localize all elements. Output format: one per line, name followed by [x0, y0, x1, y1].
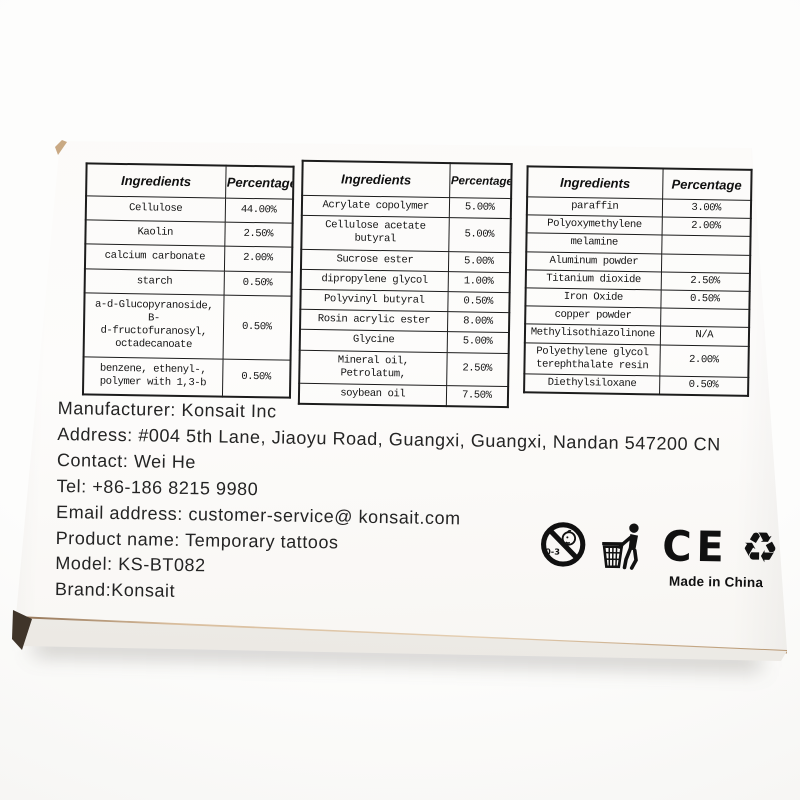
column-header-ingredients: Ingredients [86, 163, 226, 199]
ingredients-table-3: Ingredients Percentage paraffin 3.00% Poly… [523, 165, 753, 398]
ce-mark-icon: CE [662, 521, 729, 572]
percentage-cell: 5.00% [447, 251, 511, 273]
ingredient-cell: Acrylate copolymer [301, 195, 450, 218]
percentage-cell [661, 235, 751, 255]
percentage-cell: 5.00% [448, 217, 511, 253]
percentage-cell: 2.00% [659, 344, 749, 378]
percentage-cell: 2.50% [660, 271, 750, 292]
percentage-cell: 0.50% [221, 358, 291, 398]
recycle-icon: ♻ [740, 522, 780, 572]
table-header-row: Ingredients Percentage [527, 166, 752, 201]
percentage-cell: 0.50% [447, 291, 510, 313]
column-header-percentage: Percentage [449, 163, 512, 199]
age-range-label: 0-3 [545, 546, 560, 556]
age-warning-0-3-icon: 0-3 [541, 522, 586, 567]
ingredients-table-1: Ingredients Percentage Cellulose 44.00% Ka… [81, 162, 295, 399]
ingredient-cell: Mineral oil, Petrolatum, [299, 349, 447, 386]
table-header-row: Ingredients Percentage [86, 163, 294, 200]
ingredient-row: starch 0.50% [84, 268, 292, 296]
ingredient-cell: benzene, ethenyl-, polymer with 1,3-b [82, 356, 223, 397]
percentage-cell: 2.00% [661, 217, 751, 237]
ingredients-table-2: Ingredients Percentage Acrylate copolyme… [297, 159, 513, 409]
percentage-cell: 0.50% [659, 375, 749, 397]
ingredient-cell: Aluminum powder [525, 251, 662, 272]
column-header-percentage: Percentage [225, 165, 294, 200]
ingredient-row: Cellulose 44.00% [85, 195, 294, 224]
ingredient-row: Diethylsiloxane 0.50% [524, 373, 749, 397]
ingredient-cell: Polyoxymethylene [526, 215, 662, 236]
ingredient-cell: Kaolin [85, 220, 225, 247]
percentage-cell [660, 308, 750, 328]
ingredient-cell: melamine [526, 233, 662, 254]
percentage-cell: 0.50% [222, 294, 292, 360]
ingredient-cell: dipropylene glycol [300, 269, 448, 292]
tidy-man-disposal-icon [602, 523, 639, 570]
percentage-cell: 5.00% [448, 197, 512, 219]
ingredient-cell: Iron Oxide [525, 287, 661, 309]
ingredient-cell: Titanium dioxide [525, 269, 661, 290]
compliance-icons-row: 0-3 CE ♻ [539, 520, 779, 573]
ingredient-cell: calcium carbonate [84, 244, 225, 271]
column-header-ingredients: Ingredients [527, 166, 663, 199]
ingredient-cell: Rosin acrylic ester [300, 309, 448, 333]
ingredient-cell: Cellulose [85, 195, 226, 223]
ingredient-row: benzene, ethenyl-, polymer with 1,3-b 0.5… [82, 356, 291, 398]
percentage-cell: 44.00% [224, 198, 294, 224]
percentage-cell: 5.00% [446, 332, 509, 354]
ingredient-cell: Diethylsiloxane [524, 373, 660, 395]
percentage-cell: 8.00% [447, 311, 510, 333]
ingredient-row: Kaolin 2.50% [85, 220, 293, 248]
percentage-cell: 3.00% [661, 198, 752, 219]
ingredient-row: Cellulose acetate butyral 5.00% [301, 215, 511, 253]
ingredient-cell: Polyvinyl butyral [300, 289, 448, 312]
percentage-cell: 2.50% [446, 352, 509, 387]
ingredient-cell: Polyethylene glycol terephthalate resin [524, 342, 660, 376]
ingredient-cell: a-d-Glucopyranoside, B- d-fructofuranosy… [83, 292, 224, 359]
ingredient-cell: Glycine [299, 329, 448, 353]
column-header-percentage: Percentage [662, 168, 752, 201]
ingredient-cell: Cellulose acetate butyral [301, 215, 449, 252]
percentage-cell: 0.50% [223, 270, 292, 296]
made-in-china-label: Made in China [668, 573, 764, 591]
ingredient-row: calcium carbonate 2.00% [84, 244, 293, 272]
percentage-cell: 2.00% [223, 246, 293, 272]
table-header-row: Ingredients Percentage [302, 160, 512, 199]
percentage-cell: 1.00% [447, 271, 510, 293]
percentage-cell: N/A [659, 326, 750, 346]
column-header-ingredients: Ingredients [302, 160, 450, 198]
ingredient-cell: copper powder [525, 306, 661, 327]
ingredient-row: Mineral oil, Petrolatum, 2.50% [299, 349, 509, 387]
ingredient-cell: paraffin [526, 196, 663, 218]
printed-label-content: Ingredients Percentage Cellulose 44.00% Ka… [12, 137, 800, 661]
percentage-cell: 2.50% [224, 222, 293, 248]
percentage-cell [660, 253, 751, 274]
percentage-cell: 0.50% [660, 289, 750, 310]
ingredient-cell: Sucrose ester [300, 248, 449, 272]
ingredient-row: a-d-Glucopyranoside, B- d-fructofuranosy… [83, 292, 292, 360]
ingredient-row: Polyethylene glycol terephthalate resin 2… [524, 342, 749, 378]
ingredient-cell: starch [84, 268, 224, 295]
ingredient-cell: Methylisothiazolinone [524, 324, 661, 345]
